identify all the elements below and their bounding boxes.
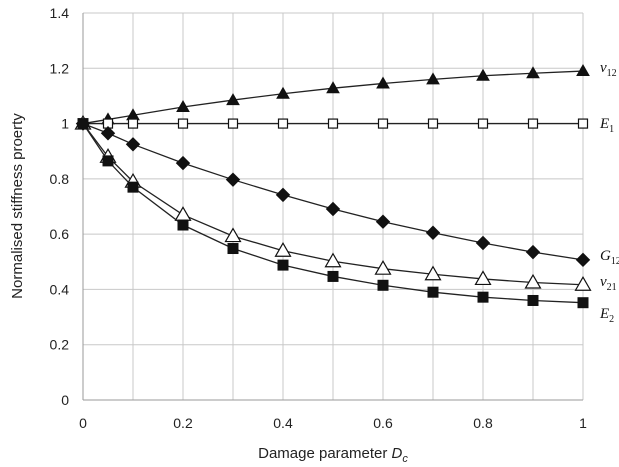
x-tick-label: 0.4 <box>273 415 293 431</box>
data-point-marker <box>374 259 392 275</box>
data-point-marker <box>525 244 541 260</box>
data-point-marker <box>77 118 89 130</box>
y-tick-label: 0.6 <box>50 226 70 242</box>
data-point-marker <box>274 242 292 257</box>
series-label-v12: ν12 <box>600 60 617 79</box>
data-point-marker <box>425 225 441 240</box>
data-point-marker <box>574 276 592 291</box>
series-label-subscript: 12 <box>611 256 619 267</box>
data-point-marker <box>474 270 492 286</box>
series-label-main: ν <box>600 60 607 76</box>
series-label-G12: G12 <box>600 248 619 267</box>
data-point-marker <box>175 155 191 171</box>
data-point-marker <box>176 99 190 112</box>
data-point-marker <box>327 118 339 129</box>
data-point-marker <box>325 201 341 217</box>
data-point-marker <box>377 279 389 291</box>
data-point-marker <box>277 118 289 129</box>
data-point-marker <box>576 64 590 77</box>
y-tick-label: 1 <box>61 116 69 132</box>
x-tick-label: 0.6 <box>373 415 393 431</box>
data-point-marker <box>102 155 114 167</box>
series-label-subscript: 12 <box>607 68 617 79</box>
data-point-marker <box>100 126 116 141</box>
data-point-marker <box>427 118 439 129</box>
data-point-marker <box>577 297 589 309</box>
data-point-marker <box>475 235 491 251</box>
y-tick-label: 0.8 <box>50 171 70 187</box>
series-E2 <box>77 118 589 309</box>
data-point-marker <box>527 294 539 306</box>
series-line-v21 <box>82 123 584 286</box>
data-point-marker <box>575 252 591 268</box>
y-tick-labels: 0 0.2 0.4 0.6 0.8 1 1.2 1.4 <box>50 5 70 408</box>
data-point-marker <box>127 181 139 193</box>
series-label-main: E <box>599 116 609 132</box>
x-axis-title-sub: c <box>402 453 408 465</box>
series-label-main: G <box>600 248 611 264</box>
data-point-marker <box>426 72 440 85</box>
x-axis-title: Damage parameter Dc <box>258 445 408 465</box>
x-tick-label: 0 <box>79 415 87 431</box>
data-point-marker <box>125 137 141 152</box>
data-point-marker <box>476 68 490 81</box>
series-group <box>74 64 592 309</box>
data-point-marker <box>375 214 391 229</box>
series-label-E1: E1 <box>599 116 614 135</box>
series-label-subscript: 21 <box>607 282 617 293</box>
data-point-marker <box>127 118 139 129</box>
data-point-marker <box>477 118 489 129</box>
data-point-marker <box>275 187 291 203</box>
series-label-main: ν <box>600 274 607 290</box>
data-point-marker <box>477 291 489 303</box>
data-point-marker <box>225 172 241 187</box>
data-point-marker <box>577 118 589 129</box>
y-tick-label: 0 <box>61 392 69 408</box>
data-point-marker <box>377 118 389 129</box>
data-point-marker <box>224 227 242 243</box>
data-point-marker <box>226 93 240 106</box>
data-point-marker <box>524 273 542 289</box>
y-tick-label: 1.4 <box>50 5 70 21</box>
x-tick-label: 0.8 <box>473 415 493 431</box>
y-tick-label: 0.4 <box>50 281 70 297</box>
data-point-marker <box>277 259 289 271</box>
series-label-E2: E2 <box>599 306 614 325</box>
data-point-marker <box>324 252 342 268</box>
x-axis-title-var: D <box>392 445 403 462</box>
data-point-marker <box>427 286 439 298</box>
y-tick-label: 0.2 <box>50 337 70 353</box>
x-tick-label: 0.2 <box>173 415 193 431</box>
series-label-main: E <box>599 306 609 322</box>
x-tick-labels: 0 0.2 0.4 0.6 0.8 1 <box>79 415 587 431</box>
data-point-marker <box>227 118 239 129</box>
data-point-marker <box>276 86 290 99</box>
data-point-marker <box>177 219 189 231</box>
data-point-marker <box>424 265 442 281</box>
data-point-marker <box>526 66 540 79</box>
x-axis-title-main: Damage parameter <box>258 445 391 462</box>
data-point-marker <box>527 118 539 129</box>
data-point-marker <box>227 243 239 255</box>
series-label-subscript: 2 <box>609 314 614 325</box>
series-label-subscript: 1 <box>609 124 614 135</box>
y-tick-label: 1.2 <box>50 60 70 76</box>
series-label-v21: ν21 <box>600 274 617 293</box>
data-point-marker <box>327 270 339 282</box>
x-tick-label: 1 <box>579 415 587 431</box>
data-point-marker <box>376 76 390 89</box>
y-axis-title: Normalised stiffness proerty <box>9 113 26 299</box>
data-point-marker <box>177 118 189 129</box>
data-point-marker <box>326 81 340 94</box>
